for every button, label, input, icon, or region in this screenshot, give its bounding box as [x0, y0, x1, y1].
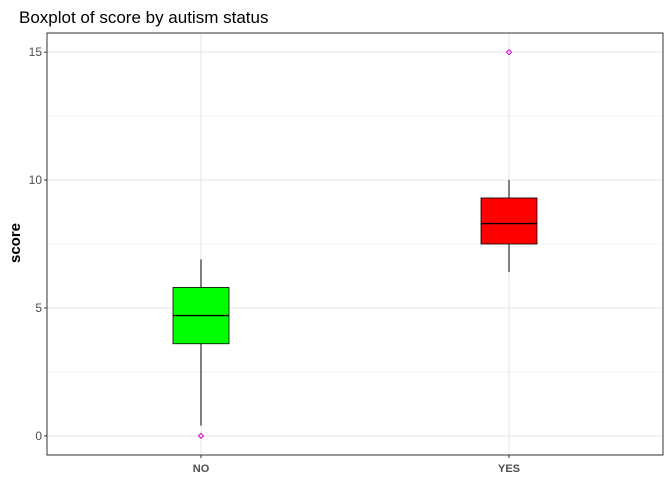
- y-tick-label: 5: [35, 301, 42, 315]
- boxes: [172, 197, 538, 345]
- plot-panel-border: [46, 32, 664, 456]
- y-tick-label: 10: [29, 173, 43, 187]
- y-axis-ticks: 0 5 10 15: [29, 45, 47, 443]
- outliers: [197, 48, 513, 440]
- box-yes: [480, 197, 538, 245]
- x-tick-label: YES: [498, 463, 520, 475]
- y-axis-label: score: [7, 223, 24, 263]
- whiskers: [200, 180, 510, 426]
- chart-title: Boxplot of score by autism status: [19, 8, 268, 27]
- outlier-point: [505, 48, 513, 56]
- x-axis-ticks: NO YES: [193, 455, 520, 475]
- outlier-point: [197, 432, 205, 440]
- x-tick-label: NO: [193, 463, 210, 475]
- y-tick-label: 0: [35, 429, 42, 443]
- y-tick-label: 15: [29, 45, 43, 59]
